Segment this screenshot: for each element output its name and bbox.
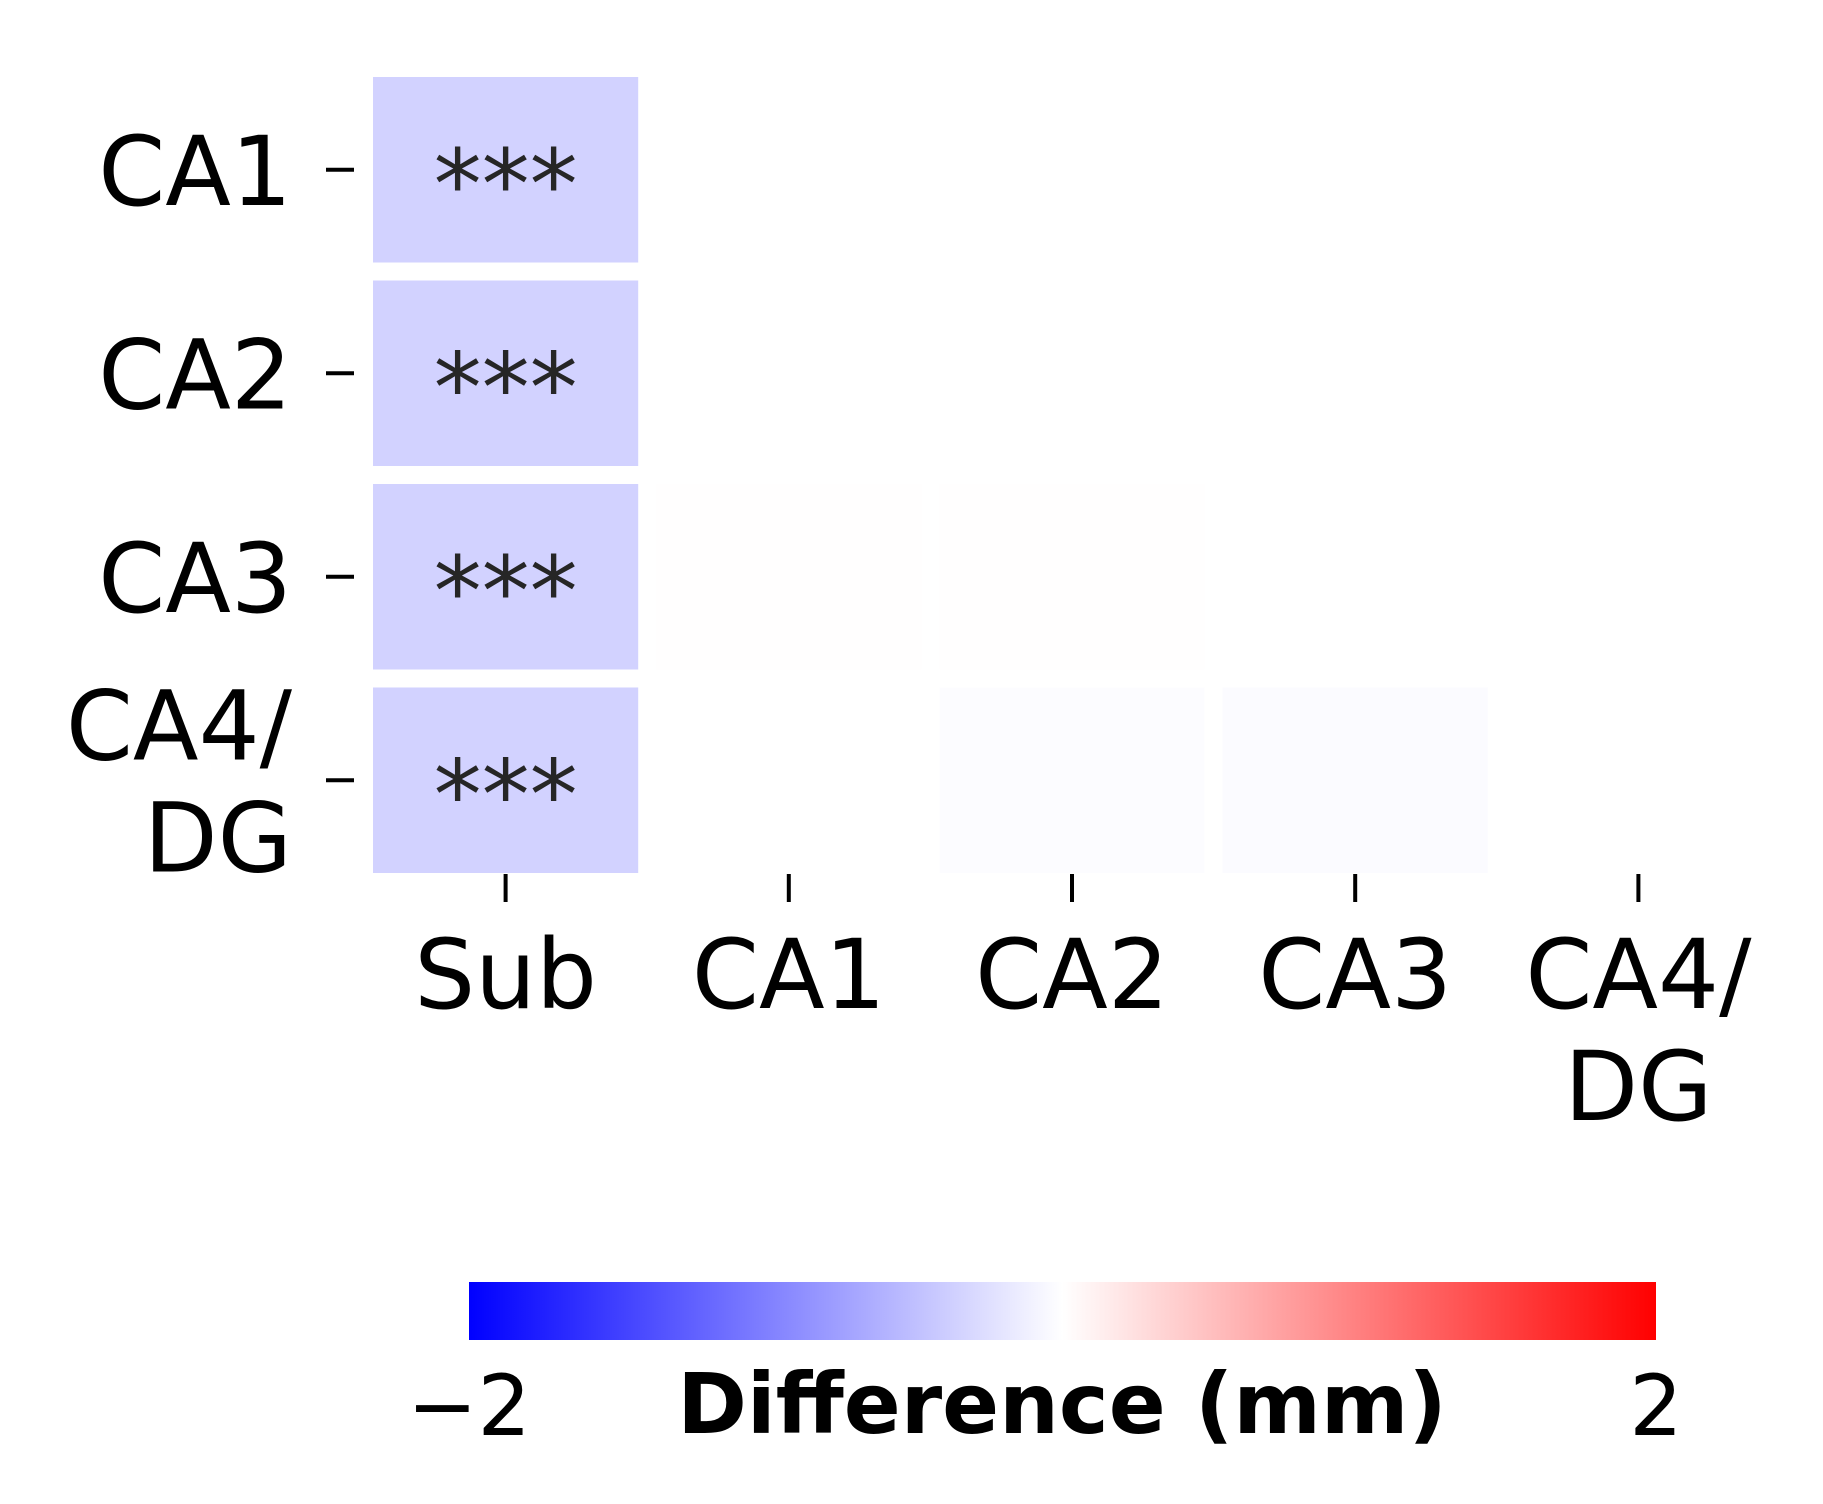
heatmap-cell: [939, 77, 1205, 263]
heatmap-cell: [373, 77, 639, 263]
y-tick-label: CA4/DG: [66, 670, 293, 894]
colorbar-max-label: 2: [1629, 1357, 1682, 1455]
cell-annotation: ***: [434, 129, 578, 241]
heatmap-cell: [373, 687, 639, 873]
heatmap-cell: [373, 280, 639, 466]
heatmap-cell: [656, 687, 922, 873]
colorbar: −2 Difference (mm) 2: [407, 1282, 1683, 1455]
heatmap-cell: [1222, 484, 1488, 670]
heatmap-cell: [1505, 77, 1771, 263]
heatmap-cell: [373, 484, 639, 670]
colorbar-title: Difference (mm): [677, 1355, 1447, 1453]
colorbar-gradient: [469, 1282, 1656, 1340]
y-tick-label: CA1: [98, 116, 292, 228]
y-tick-label: CA3: [98, 523, 292, 635]
cell-annotations: *** *** *** ***: [434, 129, 578, 852]
heatmap-cells: [373, 77, 1771, 873]
x-axis: Sub CA1 CA2 CA3 CA4/DG: [414, 874, 1752, 1143]
x-tick-label: Sub: [414, 919, 597, 1031]
heatmap-cell: [1222, 77, 1488, 263]
heatmap-cell: [1505, 280, 1771, 466]
heatmap-cell: [656, 484, 922, 670]
x-tick-label: CA2: [975, 919, 1169, 1031]
x-tick-label: CA1: [692, 919, 886, 1031]
heatmap-cell: [1222, 687, 1488, 873]
heatmap-cell: [1505, 687, 1771, 873]
cell-annotation: ***: [434, 739, 578, 851]
heatmap-cell: [939, 687, 1205, 873]
heatmap-cell: [1505, 484, 1771, 670]
heatmap-cell: [656, 77, 922, 263]
cell-annotation: ***: [434, 536, 578, 648]
heatmap-cell: [939, 484, 1205, 670]
heatmap-cell: [656, 280, 922, 466]
x-tick-label: CA3: [1258, 919, 1452, 1031]
heatmap-cell: [1222, 280, 1488, 466]
cell-annotation: ***: [434, 332, 578, 444]
heatmap-cell: [939, 280, 1205, 466]
y-tick-label: CA2: [98, 319, 292, 431]
y-axis: CA1 CA2 CA3 CA4/DG: [66, 116, 354, 894]
x-tick-label: CA4/DG: [1525, 919, 1752, 1143]
colorbar-min-label: −2: [407, 1357, 531, 1455]
